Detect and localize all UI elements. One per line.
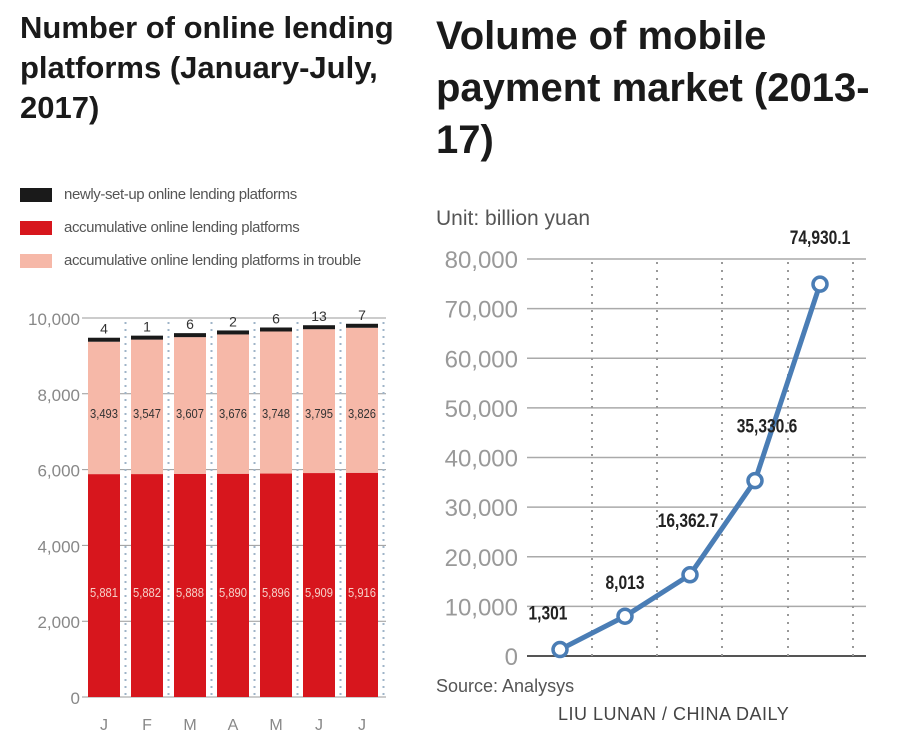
bar-segment — [217, 473, 249, 697]
data-label: 2 — [229, 313, 237, 329]
y-tick-label: 10,000 — [445, 594, 518, 621]
bar-segment — [260, 331, 292, 474]
x-tick-label: J — [315, 717, 323, 734]
data-label: 5,890 — [219, 585, 247, 600]
data-label: 8,013 — [606, 572, 645, 594]
y-tick-label: 80,000 — [445, 247, 518, 274]
legend-item-trouble: accumulative online lending platforms in… — [20, 244, 361, 277]
x-tick-label: M — [269, 717, 282, 734]
y-tick-label: 60,000 — [445, 346, 518, 373]
data-label: 13 — [311, 308, 327, 324]
data-label: 6 — [186, 316, 194, 332]
bar-segment — [131, 335, 163, 340]
x-tick-label: A — [228, 717, 239, 734]
data-label: 3,748 — [262, 406, 290, 421]
x-tick-label: J — [358, 717, 366, 734]
y-tick-label: 40,000 — [445, 446, 518, 473]
data-label: 3,607 — [176, 406, 204, 421]
x-tick-label: F — [142, 717, 152, 734]
bar-segment — [174, 333, 206, 338]
source-label: Source: Analysys — [436, 676, 575, 696]
unit-label: Unit: billion yuan — [436, 207, 591, 230]
data-label: 1 — [143, 319, 151, 335]
y-tick-label: 2,000 — [37, 613, 80, 632]
data-point — [811, 275, 829, 293]
series-line — [558, 283, 823, 652]
data-label: 3,493 — [90, 406, 118, 421]
right-chart-title: Volume of mobile payment market (2013-17… — [436, 14, 870, 162]
credit-label: LIU LUNAN / CHINA DAILY — [558, 704, 790, 724]
data-label: 3,795 — [305, 406, 333, 421]
bar-segment — [131, 474, 163, 697]
y-tick-label: 0 — [505, 644, 518, 671]
y-tick-label: 0 — [71, 689, 80, 708]
data-label: 74,930.1 — [790, 227, 851, 249]
bar-segment — [88, 341, 120, 475]
y-tick-label: 20,000 — [445, 545, 518, 572]
data-label: 7 — [358, 307, 366, 323]
data-label: 5,896 — [262, 585, 290, 600]
data-label: 6 — [272, 310, 280, 326]
data-point — [681, 566, 699, 584]
data-label: 5,909 — [305, 585, 333, 600]
data-point — [746, 471, 764, 490]
bar-segment — [346, 472, 378, 697]
bar-segment — [303, 473, 335, 697]
left-chart-title: Number of online lending platforms (Janu… — [20, 10, 394, 125]
data-label: 1,301 — [529, 602, 568, 624]
data-label: 4 — [100, 321, 108, 337]
legend-item-accumulative: accumulative online lending platforms — [20, 211, 361, 244]
legend-swatch — [20, 253, 52, 268]
legend-label: newly-set-up online lending platforms — [64, 186, 297, 203]
bar-segment — [303, 325, 335, 330]
legend-item-new: newly-set-up online lending platforms — [20, 178, 361, 211]
y-tick-label: 6,000 — [37, 462, 80, 481]
data-label: 5,882 — [133, 585, 161, 600]
data-label: 5,888 — [176, 585, 204, 600]
legend-label: accumulative online lending platforms — [64, 219, 300, 236]
y-tick-label: 10,000 — [28, 310, 80, 329]
data-label: 5,881 — [90, 585, 118, 600]
bar-segment — [303, 329, 335, 474]
y-tick-label: 8,000 — [37, 386, 80, 405]
x-tick-label: M — [183, 717, 196, 734]
legend-swatch — [20, 187, 52, 202]
bar-segment — [174, 473, 206, 697]
bar-segment — [217, 334, 249, 474]
legend-label: accumulative online lending platforms in… — [64, 252, 361, 269]
bar-segment — [88, 337, 120, 342]
legend-swatch — [20, 220, 52, 235]
bar-segment — [260, 327, 292, 332]
bar-segment — [260, 473, 292, 697]
y-tick-label: 50,000 — [445, 396, 518, 423]
bar-segment — [131, 339, 163, 475]
bar-segment — [346, 327, 378, 473]
data-label: 16,362.7 — [658, 509, 719, 531]
bar-segment — [217, 330, 249, 335]
data-point — [551, 640, 569, 659]
y-tick-label: 70,000 — [445, 297, 518, 324]
data-point — [616, 607, 634, 625]
data-label: 3,547 — [133, 406, 161, 421]
bar-segment — [88, 474, 120, 697]
data-label: 3,826 — [348, 406, 376, 421]
y-tick-label: 4,000 — [37, 537, 80, 556]
bar-segment — [346, 323, 378, 328]
bar-segment — [174, 337, 206, 474]
y-tick-label: 30,000 — [445, 495, 518, 522]
legend: newly-set-up online lending platforms ac… — [20, 178, 361, 277]
x-tick-label: J — [100, 717, 108, 734]
data-label: 5,916 — [348, 585, 376, 600]
data-label: 3,676 — [219, 406, 247, 421]
data-label: 35,330.6 — [737, 415, 798, 437]
